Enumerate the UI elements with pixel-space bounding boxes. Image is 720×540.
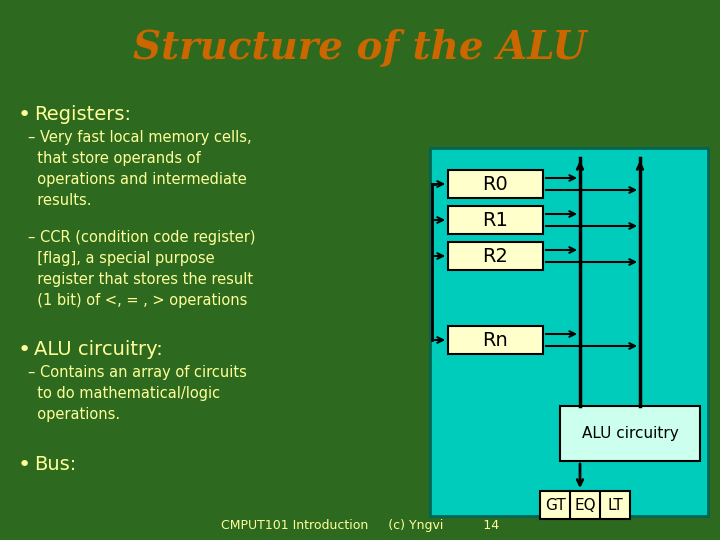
Bar [448,170,543,198]
Bar [448,206,543,234]
Bar [560,406,700,461]
Bar [430,148,708,516]
Text: ALU circuitry: ALU circuitry [582,426,678,441]
Text: R1: R1 [482,211,508,229]
Text: •: • [18,105,31,125]
Text: R2: R2 [482,246,508,266]
Text: •: • [18,340,31,360]
Text: Rn: Rn [482,330,508,349]
Bar [448,242,543,270]
Bar [540,491,630,519]
Text: – Contains an array of circuits
  to do mathematical/logic
  operations.: – Contains an array of circuits to do ma… [28,365,247,422]
Text: Structure of the ALU: Structure of the ALU [133,29,587,67]
Text: R0: R0 [482,174,508,193]
Text: •: • [18,455,31,475]
Text: – CCR (condition code register)
  [flag], a special purpose
  register that stor: – CCR (condition code register) [flag], … [28,230,256,308]
Text: EQ: EQ [574,497,596,512]
Text: ALU circuitry:: ALU circuitry: [34,340,163,359]
Text: LT: LT [607,497,623,512]
Text: Registers:: Registers: [34,105,131,124]
Text: – Very fast local memory cells,
  that store operands of
  operations and interm: – Very fast local memory cells, that sto… [28,130,251,208]
Bar [448,326,543,354]
Text: Bus:: Bus: [34,455,76,474]
Text: CMPUT101 Introduction     (c) Yngvi          14: CMPUT101 Introduction (c) Yngvi 14 [221,518,499,531]
Text: GT: GT [544,497,565,512]
